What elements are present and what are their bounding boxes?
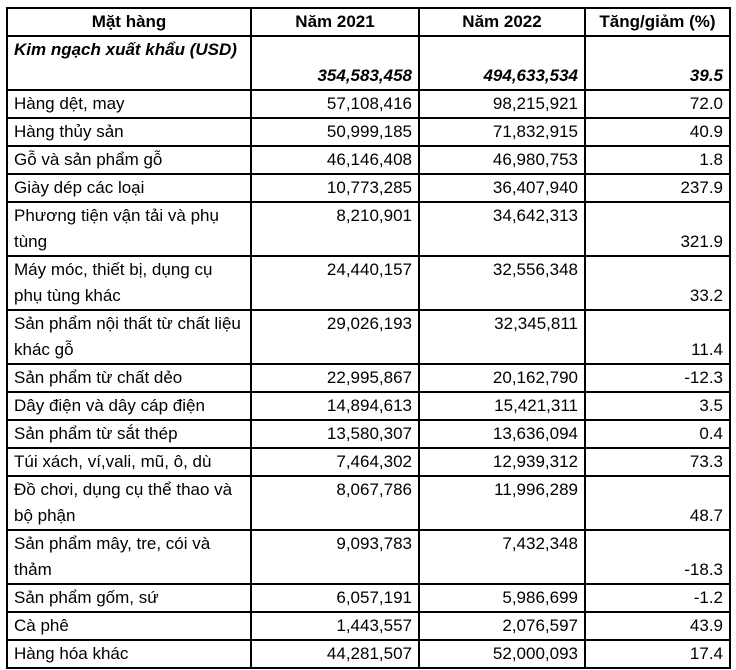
change-percent: -12.3 [584,363,731,393]
change-percent: 73.3 [584,447,731,477]
item-name: Túi xách, ví,vali, mũ, ô, dù [6,447,252,477]
value-2021: 13,580,307 [250,419,420,449]
change-percent: 43.9 [584,611,731,641]
value-2022: 36,407,940 [418,173,586,203]
value-2022: 5,986,699 [418,583,586,613]
item-name: Sản phẩm mây, tre, cói và thảm [6,529,252,585]
value-2021: 8,210,901 [250,201,420,257]
value-2021: 44,281,507 [250,639,420,669]
value-2021: 9,093,783 [250,529,420,585]
table-row: Phương tiện vận tải và phụ tùng 8,210,901… [6,201,731,257]
value-2022: 2,076,597 [418,611,586,641]
table-row: Dây điện và dây cáp điện 14,894,613 15,421… [6,391,731,421]
total-label: Kim ngạch xuất khẩu (USD) [6,35,252,91]
change-percent: 48.7 [584,475,731,531]
change-percent: 321.9 [584,201,731,257]
header-item: Mặt hàng [6,7,252,37]
change-percent: 17.4 [584,639,731,669]
value-2021: 24,440,157 [250,255,420,311]
total-row: Kim ngạch xuất khẩu (USD) 354,583,458 49… [6,35,731,91]
item-name: Sản phẩm từ sắt thép [6,419,252,449]
table-row: Sản phẩm nội thất từ chất liệu khác gỗ 29… [6,309,731,365]
table-row: Sản phẩm gốm, sứ 6,057,191 5,986,699 -1.2 [6,583,731,613]
header-change: Tăng/giảm (%) [584,7,731,37]
table-row: Túi xách, ví,vali, mũ, ô, dù 7,464,302 12,… [6,447,731,477]
table-row: Cà phê 1,443,557 2,076,597 43.9 [6,611,731,641]
table-row: Sản phẩm từ chất dẻo 22,995,867 20,162,790… [6,363,731,393]
table-row: Hàng hóa khác 44,281,507 52,000,093 17.4 [6,639,731,669]
item-name: Gỗ và sản phẩm gỗ [6,145,252,175]
item-name: Hàng hóa khác [6,639,252,669]
item-name: Giày dép các loại [6,173,252,203]
change-percent: -18.3 [584,529,731,585]
item-name: Hàng dệt, may [6,89,252,119]
value-2021: 6,057,191 [250,583,420,613]
item-name: Đồ chơi, dụng cụ thể thao và bộ phận [6,475,252,531]
change-percent: 33.2 [584,255,731,311]
header-2021: Năm 2021 [250,7,420,37]
item-name: Dây điện và dây cáp điện [6,391,252,421]
value-2021: 29,026,193 [250,309,420,365]
total-2022: 494,633,534 [418,35,586,91]
value-2021: 46,146,408 [250,145,420,175]
value-2022: 15,421,311 [418,391,586,421]
table-row: Sản phẩm mây, tre, cói và thảm 9,093,783 7… [6,529,731,585]
value-2022: 12,939,312 [418,447,586,477]
table-row: Hàng dệt, may 57,108,416 98,215,921 72.0 [6,89,731,119]
change-percent: 3.5 [584,391,731,421]
value-2021: 8,067,786 [250,475,420,531]
table-row: Hàng thủy sản 50,999,185 71,832,915 40.9 [6,117,731,147]
value-2022: 13,636,094 [418,419,586,449]
export-table: Mặt hàng Năm 2021 Năm 2022 Tăng/giảm (%)… [6,7,731,669]
total-change: 39.5 [584,35,731,91]
value-2022: 71,832,915 [418,117,586,147]
item-name: Máy móc, thiết bị, dụng cụ phụ tùng khác [6,255,252,311]
item-name: Sản phẩm nội thất từ chất liệu khác gỗ [6,309,252,365]
table-row: Sản phẩm từ sắt thép 13,580,307 13,636,094… [6,419,731,449]
value-2021: 14,894,613 [250,391,420,421]
item-name: Hàng thủy sản [6,117,252,147]
value-2022: 46,980,753 [418,145,586,175]
change-percent: -1.2 [584,583,731,613]
item-name: Sản phẩm từ chất dẻo [6,363,252,393]
value-2022: 98,215,921 [418,89,586,119]
value-2021: 57,108,416 [250,89,420,119]
value-2022: 34,642,313 [418,201,586,257]
value-2021: 7,464,302 [250,447,420,477]
table-row: Máy móc, thiết bị, dụng cụ phụ tùng khác… [6,255,731,311]
item-name: Phương tiện vận tải và phụ tùng [6,201,252,257]
value-2021: 22,995,867 [250,363,420,393]
change-percent: 40.9 [584,117,731,147]
value-2022: 20,162,790 [418,363,586,393]
change-percent: 11.4 [584,309,731,365]
change-percent: 72.0 [584,89,731,119]
header-2022: Năm 2022 [418,7,586,37]
value-2022: 52,000,093 [418,639,586,669]
table-row: Giày dép các loại 10,773,285 36,407,940 237… [6,173,731,203]
change-percent: 0.4 [584,419,731,449]
value-2022: 11,996,289 [418,475,586,531]
change-percent: 237.9 [584,173,731,203]
table-row: Gỗ và sản phẩm gỗ 46,146,408 46,980,753 1.8 [6,145,731,175]
value-2022: 7,432,348 [418,529,586,585]
value-2021: 50,999,185 [250,117,420,147]
change-percent: 1.8 [584,145,731,175]
item-name: Sản phẩm gốm, sứ [6,583,252,613]
table-row: Đồ chơi, dụng cụ thể thao và bộ phận 8,06… [6,475,731,531]
value-2022: 32,345,811 [418,309,586,365]
total-2021: 354,583,458 [250,35,420,91]
header-row: Mặt hàng Năm 2021 Năm 2022 Tăng/giảm (%) [6,7,731,37]
value-2021: 1,443,557 [250,611,420,641]
item-name: Cà phê [6,611,252,641]
value-2022: 32,556,348 [418,255,586,311]
value-2021: 10,773,285 [250,173,420,203]
